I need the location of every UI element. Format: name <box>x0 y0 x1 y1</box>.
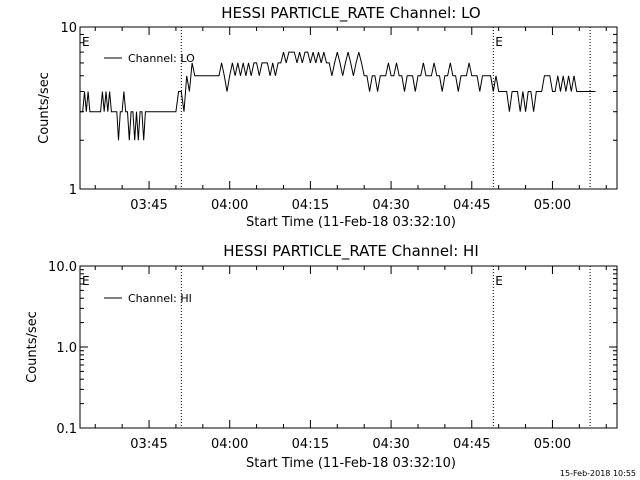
lo-legend-label: Channel: LO <box>128 52 195 65</box>
lo-series-line <box>80 51 596 141</box>
hi-legend-label: Channel: HI <box>128 292 192 305</box>
lo-x-axis-label: Start Time (11-Feb-18 03:32:10) <box>246 215 456 230</box>
hi-x-tick-label: 04:30 <box>372 437 409 452</box>
lo-y-tick-label: 10 <box>60 21 77 36</box>
hi-y-axis-label: Counts/sec <box>25 311 40 383</box>
lo-x-tick-label: 04:15 <box>292 198 329 213</box>
lo-chart-title: HESSI PARTICLE_RATE Channel: LO <box>221 4 480 23</box>
hi-event-marker-label: E <box>495 274 503 288</box>
hi-chart-title: HESSI PARTICLE_RATE Channel: HI <box>223 242 479 261</box>
hi-y-tick-label: 0.1 <box>56 422 77 437</box>
hi-channel-panel: HESSI PARTICLE_RATE Channel: HI Start Ti… <box>25 242 618 471</box>
hi-x-tick-label: 05:00 <box>534 437 571 452</box>
lo-y-axis-label: Counts/sec <box>37 72 52 144</box>
hi-y-tick-label: 10.0 <box>48 260 77 275</box>
lo-x-tick-label: 05:00 <box>534 198 571 213</box>
hi-y-tick-label: 1.0 <box>56 341 77 356</box>
hi-x-tick-label: 04:45 <box>453 437 490 452</box>
hi-x-tick-label: 04:15 <box>292 437 329 452</box>
lo-x-tick-label: 04:00 <box>211 198 248 213</box>
lo-event-marker-label: E <box>82 35 90 49</box>
lo-x-tick-label: 04:30 <box>372 198 409 213</box>
hi-event-marker-label: E <box>82 274 90 288</box>
hi-x-axis-label: Start Time (11-Feb-18 03:32:10) <box>246 456 456 471</box>
lo-y-tick-label: 1 <box>69 183 77 198</box>
lo-x-tick-label: 04:45 <box>453 198 490 213</box>
lo-channel-panel: HESSI PARTICLE_RATE Channel: LO Start Ti… <box>37 4 618 230</box>
hi-x-tick-label: 03:45 <box>130 437 167 452</box>
footer-date: 15-Feb-2018 10:55 <box>560 469 636 478</box>
lo-event-marker-label: E <box>495 35 503 49</box>
hi-plot-frame <box>79 265 618 429</box>
lo-x-tick-label: 03:45 <box>130 198 167 213</box>
hi-x-tick-label: 04:00 <box>211 437 248 452</box>
lo-plot-frame <box>79 26 618 190</box>
